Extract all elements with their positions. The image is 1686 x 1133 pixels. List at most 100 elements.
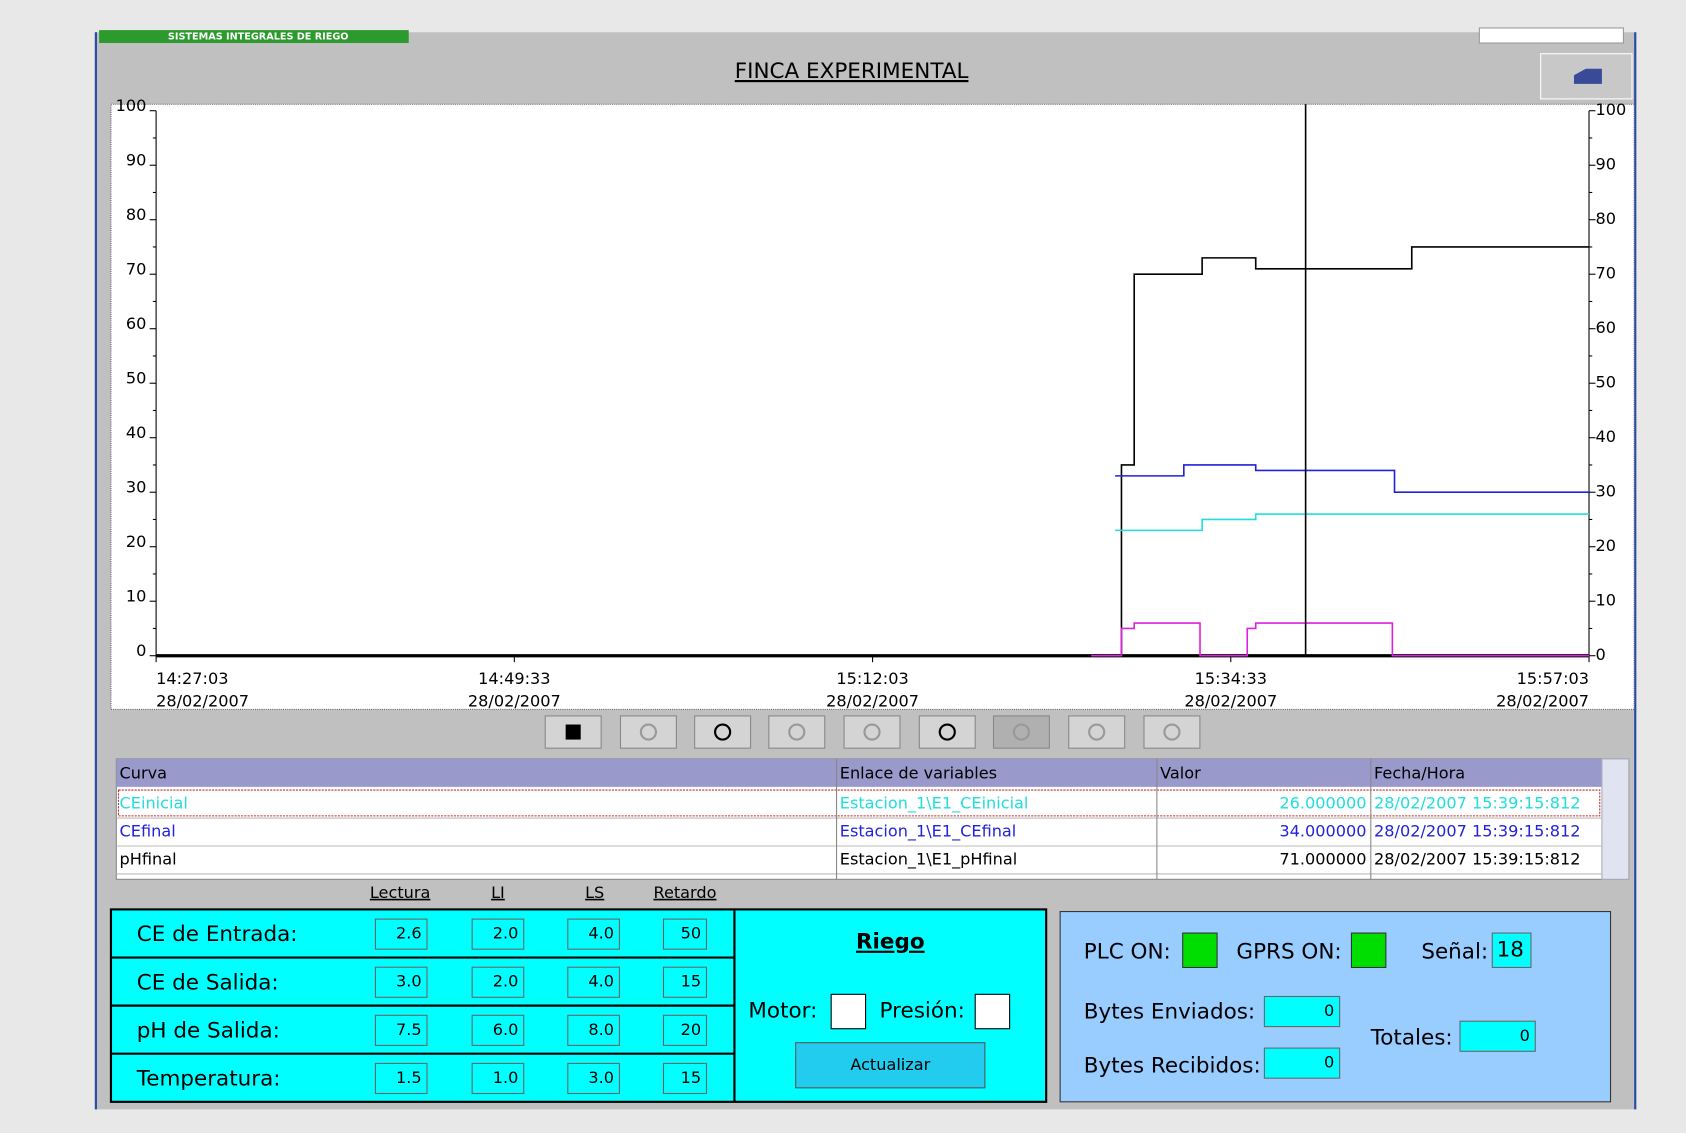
recibidos-value: 0 [1324,1053,1334,1072]
toolbar-icon [863,723,881,741]
param-box [471,966,525,998]
motor-indicator [830,993,867,1030]
enviados-label: Bytes Enviados: [1084,1000,1255,1025]
y-tick-label: 50 [126,368,146,387]
toolbar-icon [938,723,956,741]
toolbar-button[interactable] [1143,715,1201,749]
param-box [567,918,620,950]
y-tick-label-right: 30 [1595,482,1616,501]
table-cell[interactable]: 28/02/2007 15:39:15:812 [1374,822,1581,841]
table-cell[interactable]: 26.000000 [1279,794,1366,813]
home-icon [1573,68,1602,84]
table-cell[interactable]: Estacion_1\E1_CEfinal [840,822,1017,842]
y-tick-label-right: 10 [1595,591,1616,610]
table-header: Curva [120,763,167,782]
x-tick-label: 15:57:03 [1517,669,1589,688]
series-line [1091,622,1590,657]
enviados-box [1263,995,1341,1028]
y-tick-label-right: 80 [1595,209,1616,228]
toolbar-button[interactable] [918,715,976,749]
toolbar-button[interactable] [1068,715,1126,749]
scrollbar [1601,758,1630,880]
param-value: 20 [681,1020,702,1039]
toolbar-button-face[interactable] [843,715,901,749]
table-cell[interactable]: 71.000000 [1279,849,1366,868]
y-tick-label: 90 [126,150,146,169]
y-tick-label-right: 60 [1595,318,1616,337]
toolbar-button-face[interactable] [992,715,1050,749]
param-value: 15 [681,972,702,991]
param-value: 4.0 [588,924,614,943]
y-tick-label-right: 90 [1595,155,1616,174]
y-tick-label: 40 [126,423,146,442]
table-cell[interactable]: 28/02/2007 15:39:15:812 [1374,849,1581,868]
x-tick-date: 28/02/2007 [826,691,919,710]
toolbar-icon [639,723,658,741]
toolbar [544,715,1201,749]
toolbar-button[interactable] [843,715,901,749]
toolbar-button-face[interactable] [918,715,976,749]
banner-text: SISTEMAS INTEGRALES DE RIEGO [168,32,349,43]
chart-area [110,103,1635,711]
toolbar-button-face[interactable] [619,715,677,749]
param-label: CE de Salida: [137,970,279,995]
presion-indicator [974,993,1011,1030]
toolbar-icon [1012,723,1031,741]
toolbar-button-face[interactable] [1068,715,1126,749]
x-tick-label: 15:12:03 [836,669,908,688]
param-header: Retardo [653,883,716,902]
param-box [374,1062,428,1095]
param-box [662,1014,708,1046]
table-cell[interactable]: 34.000000 [1279,822,1366,841]
totales-label: Totales: [1370,1025,1453,1050]
param-box [567,1014,620,1046]
param-value: 4.0 [588,972,614,991]
toolbar-button[interactable] [694,715,752,749]
table-cell[interactable]: 28/02/2007 15:39:15:812 [1374,794,1581,813]
x-tick-date: 28/02/2007 [1496,691,1589,710]
table-header: Fecha/Hora [1374,763,1465,782]
title: FINCA EXPERIMENTAL [735,59,969,84]
param-box [374,1014,428,1046]
toolbar-button-face[interactable] [768,715,826,749]
toolbar-icon [1088,723,1106,741]
param-header: Lectura [370,883,430,902]
toolbar-icon [1163,723,1181,741]
table-cell[interactable]: Estacion_1\E1_pHfinal [840,849,1017,869]
toolbar-button[interactable] [544,715,602,749]
senal-box [1491,932,1532,968]
series-line [156,246,1590,657]
x-tick-date: 28/02/2007 [468,691,561,710]
recibidos-label: Bytes Recibidos: [1084,1053,1261,1078]
y-tick-label-right: 50 [1595,373,1616,392]
toolbar-button[interactable] [619,715,677,749]
actualizar-face[interactable] [795,1042,986,1089]
toolbar-button-face[interactable] [694,715,752,749]
table-cell[interactable]: pHfinal [120,849,177,868]
y-tick-label-right: 40 [1595,427,1616,446]
table-header-bg [116,758,1602,787]
actualizar-button[interactable]: Actualizar [795,1042,986,1089]
table: Curva Enlace de variables Valor Fecha/Hora C… [115,758,1630,880]
param-box [471,1062,525,1095]
table-header: Valor [1160,763,1201,782]
toolbar-button-face[interactable] [1143,715,1201,749]
toolbar-button[interactable] [992,715,1050,749]
param-box [662,1062,708,1095]
clock-box [1478,27,1624,44]
param-value: 50 [681,924,702,943]
table-cell[interactable]: Estacion_1\E1_CEinicial [840,794,1029,814]
actualizar-text[interactable]: Actualizar [850,1055,930,1074]
toolbar-button[interactable] [768,715,826,749]
toolbar-icon [714,723,732,741]
table-cell[interactable]: CEfinal [120,822,176,841]
series-line [1115,464,1590,494]
table-cell[interactable]: CEinicial [120,794,188,813]
x-tick-label: 14:49:33 [478,669,550,688]
y-tick-label-right: 70 [1595,264,1616,283]
row-selection [117,789,1601,817]
param-value: 3.0 [588,1068,614,1087]
param-value: 1.5 [396,1068,422,1087]
param-value: 2.6 [396,924,422,943]
home-button[interactable] [1540,53,1633,100]
